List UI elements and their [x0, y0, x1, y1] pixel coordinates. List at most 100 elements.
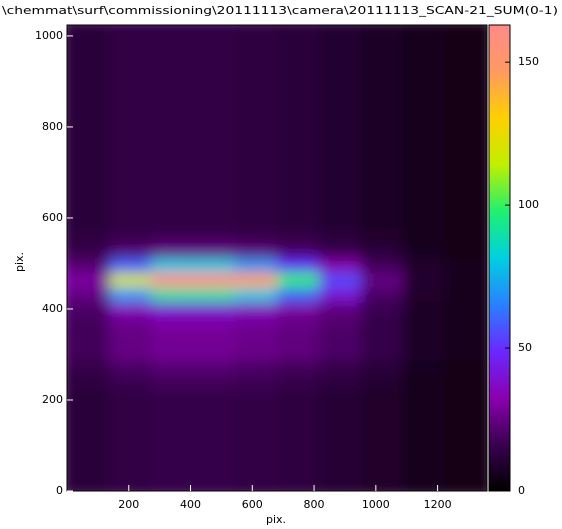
heatmap-cell [67, 374, 110, 390]
heatmap-cell [319, 199, 362, 215]
heatmap-cell [67, 359, 110, 375]
heatmap-cell [151, 156, 194, 172]
heatmap-cell [67, 432, 110, 448]
heatmap-cell [403, 185, 446, 201]
heatmap-cell [403, 418, 446, 434]
heatmap-cell [403, 214, 446, 230]
heatmap-cell [235, 243, 278, 259]
heatmap-cell [193, 214, 236, 230]
colorbar-tick-label: 150 [518, 55, 539, 68]
heatmap-cell [277, 54, 320, 70]
heatmap-cell [151, 330, 194, 346]
heatmap-cell [319, 345, 362, 361]
heatmap-cell [109, 432, 152, 448]
heatmap-cell [319, 447, 362, 463]
heatmap-cell [151, 199, 194, 215]
heatmap-cell [151, 287, 194, 303]
heatmap-cell [361, 228, 404, 244]
heatmap-cell [67, 156, 110, 172]
heatmap-cell [109, 141, 152, 157]
heatmap-cell [319, 112, 362, 128]
heatmap-cell [151, 126, 194, 142]
heatmap-cell [193, 403, 236, 419]
heatmap-cell [319, 359, 362, 375]
heatmap-cell [403, 141, 446, 157]
heatmap-cell [109, 97, 152, 113]
heatmap-cell [277, 287, 320, 303]
heatmap-cell [235, 156, 278, 172]
heatmap-cell [235, 316, 278, 332]
heatmap-cell [235, 39, 278, 55]
axes: 200 400 600 800 1000 1200 0 200 400 600 800 1000 [35, 24, 488, 511]
heatmap-cell [403, 228, 446, 244]
heatmap-cell [193, 243, 236, 259]
heatmap-cell [403, 258, 446, 274]
heatmap-cell [235, 214, 278, 230]
heatmap-cell [235, 112, 278, 128]
heatmap-cell [361, 243, 404, 259]
heatmap-cell [403, 301, 446, 317]
heatmap-cell [319, 170, 362, 186]
heatmap-cell [109, 228, 152, 244]
heatmap-cell [445, 243, 487, 259]
heatmap-cell [193, 39, 236, 55]
heatmap-cell [193, 170, 236, 186]
heatmap-cell [445, 141, 487, 157]
heatmap-cell [67, 214, 110, 230]
heatmap-cell [277, 141, 320, 157]
heatmap-cell [109, 258, 152, 274]
heatmap-cell [361, 83, 404, 99]
heatmap-cell [67, 97, 110, 113]
y-tick-label: 400 [42, 302, 63, 315]
heatmap-cell [109, 156, 152, 172]
heatmap-cell [67, 447, 110, 463]
heatmap-cell [445, 126, 487, 142]
heatmap-cell [361, 345, 404, 361]
heatmap-cell [277, 185, 320, 201]
heatmap-cell [445, 447, 487, 463]
heatmap-cell [151, 345, 194, 361]
heatmap-cell [319, 461, 362, 477]
heatmap-cell [193, 476, 236, 491]
heatmap-cell [109, 418, 152, 434]
heatmap-cell [235, 389, 278, 405]
heatmap-cell [361, 68, 404, 84]
heatmap-cell [151, 185, 194, 201]
heatmap-cell [235, 287, 278, 303]
heatmap-cell [151, 418, 194, 434]
heatmap-cell [109, 214, 152, 230]
y-axis-label: pix. [13, 252, 26, 272]
heatmap-cell [319, 68, 362, 84]
heatmap-cell [445, 403, 487, 419]
heatmap-cell [235, 447, 278, 463]
heatmap-cell [235, 126, 278, 142]
heatmap-cell [67, 389, 110, 405]
heatmap-cell [445, 374, 487, 390]
heatmap-cell [361, 156, 404, 172]
heatmap-cell [361, 287, 404, 303]
heatmap-cell [109, 272, 152, 288]
heatmap-cell [235, 199, 278, 215]
heatmap-cell [277, 389, 320, 405]
heatmap-cell [361, 461, 404, 477]
heatmap-cell [277, 214, 320, 230]
heatmap-cell [319, 39, 362, 55]
x-tick-label: 1000 [362, 498, 390, 511]
colorbar: 0 50 100 150 [488, 24, 539, 497]
heatmap-cell [403, 126, 446, 142]
heatmap-cell [445, 112, 487, 128]
heatmap-cell [361, 214, 404, 230]
chart-title: \chemmat\surf\commissioning\20111113\cam… [2, 4, 558, 17]
heatmap-cell [403, 199, 446, 215]
heatmap-cell [445, 39, 487, 55]
heatmap-cell [403, 54, 446, 70]
heatmap-cell [109, 185, 152, 201]
heatmap-cell [403, 476, 446, 491]
heatmap-cell [109, 68, 152, 84]
heatmap-cell [193, 272, 236, 288]
heatmap-cell [319, 97, 362, 113]
heatmap-cell [193, 228, 236, 244]
heatmap-cell [67, 287, 110, 303]
heatmap-cell [151, 461, 194, 477]
heatmap-cell [109, 199, 152, 215]
